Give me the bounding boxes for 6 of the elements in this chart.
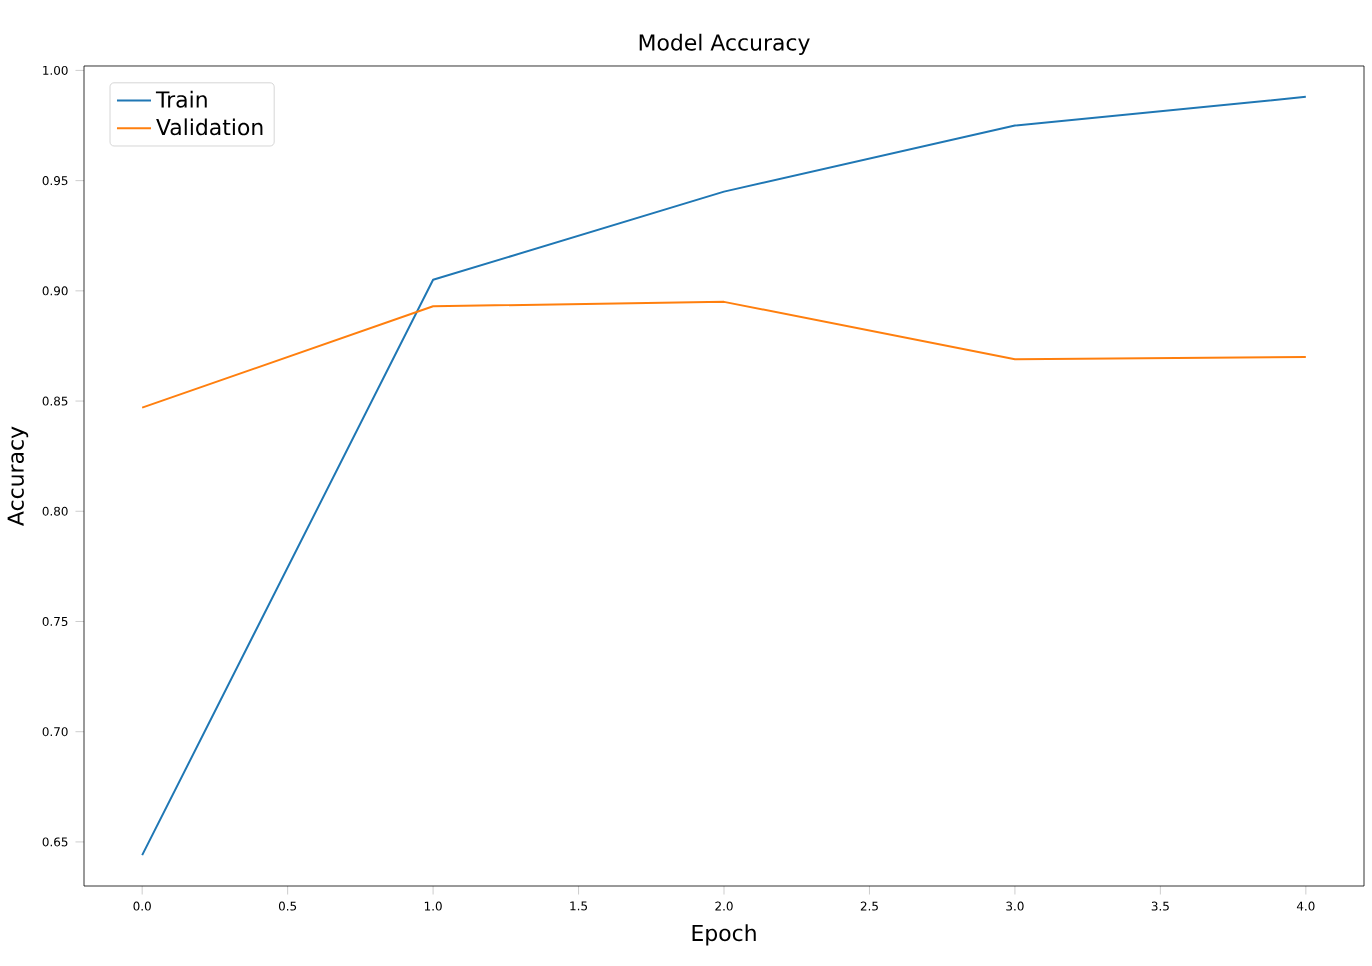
legend-label: Validation (156, 118, 263, 136)
legend-label: Train (155, 90, 207, 108)
x-axis-title: Epoch (692, 924, 756, 946)
chart-title: Model Accuracy (639, 33, 810, 55)
line-series (141, 300, 1307, 409)
y-axis-title: Accuracy (7, 426, 29, 526)
